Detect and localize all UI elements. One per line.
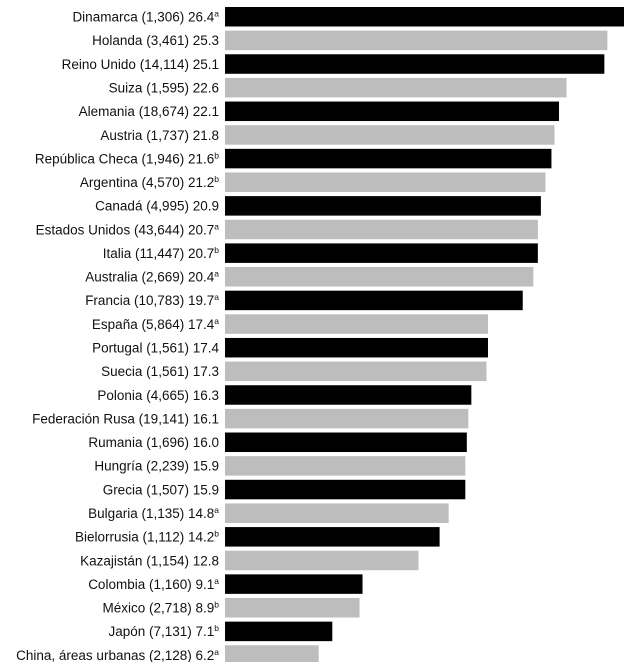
bar	[225, 479, 466, 500]
bar	[225, 125, 555, 145]
bar-label: Suiza (1,595) 22.6	[109, 80, 219, 95]
bar-label: Federación Rusa (19,141) 16.1	[32, 411, 219, 426]
bar	[225, 290, 523, 311]
bar-label: Holanda (3,461) 25.3	[92, 33, 219, 48]
bar-label: Rumania (1,696) 16.0	[88, 435, 219, 450]
bar	[225, 243, 538, 263]
bar	[225, 503, 449, 523]
bar	[225, 172, 546, 192]
bar	[225, 30, 608, 51]
bar-label: Francia (10,783) 19.7a	[85, 292, 219, 308]
bar-label: Italia (11,447) 20.7b	[103, 245, 220, 261]
bar-label: Hungría (2,239) 15.9	[94, 459, 219, 474]
labels-layer: Dinamarca (1,306) 26.4a Holanda (3,461) 2…	[16, 9, 219, 662]
bar-label: Polonia (4,665) 16.3	[97, 388, 219, 403]
bar	[225, 219, 538, 240]
bar	[225, 550, 419, 571]
bar-label: China, áreas urbanas (2,128) 6.2a	[16, 647, 219, 662]
bar	[225, 385, 472, 405]
bar-label: Alemania (18,674) 22.1	[79, 104, 219, 119]
bar-label: Grecia (1,507) 15.9	[103, 482, 219, 497]
bar	[225, 7, 624, 27]
bar-label: Bulgaria (1,135) 14.8a	[88, 505, 219, 521]
bar-label: Colombia (1,160) 9.1a	[88, 576, 219, 592]
bar-label: Bielorrusia (1,112) 14.2b	[75, 529, 219, 545]
bar-label: Estados Unidos (43,644) 20.7a	[36, 221, 220, 237]
bar-label: Reino Unido (14,114) 25.1	[62, 57, 219, 72]
bar	[225, 432, 467, 453]
bar-label: Kazajistán (1,154) 12.8	[80, 553, 219, 568]
bar-label: Suecia (1,561) 17.3	[101, 364, 219, 379]
bar	[225, 574, 363, 594]
bar	[225, 267, 534, 287]
bar-label: Portugal (1,561) 17.4	[92, 341, 219, 356]
bar	[225, 101, 560, 122]
bar	[225, 456, 466, 476]
bar-label: Austria (1,737) 21.8	[100, 128, 219, 143]
bar-label: Dinamarca (1,306) 26.4a	[72, 9, 219, 25]
bar	[225, 361, 487, 382]
bar	[225, 77, 567, 98]
bar	[225, 598, 360, 618]
bar	[225, 337, 488, 358]
bar-label: Canadá (4,995) 20.9	[95, 199, 219, 214]
bar	[225, 645, 319, 662]
bar	[225, 621, 333, 642]
bar	[225, 527, 440, 547]
bar	[225, 314, 488, 334]
bar-label: Australia (2,669) 20.4a	[85, 269, 219, 285]
bar	[225, 408, 469, 429]
bar-label: México (2,718) 8.9b	[102, 600, 219, 616]
bar-label: Japón (7,131) 7.1b	[108, 623, 219, 639]
bar	[225, 196, 541, 216]
bar-label: República Checa (1,946) 21.6b	[35, 150, 219, 166]
bar	[225, 148, 552, 169]
bar-label: España (5,864) 17.4a	[92, 316, 219, 332]
bars-layer	[225, 7, 624, 662]
bar	[225, 54, 605, 74]
bar-label: Argentina (4,570) 21.2b	[80, 174, 219, 190]
